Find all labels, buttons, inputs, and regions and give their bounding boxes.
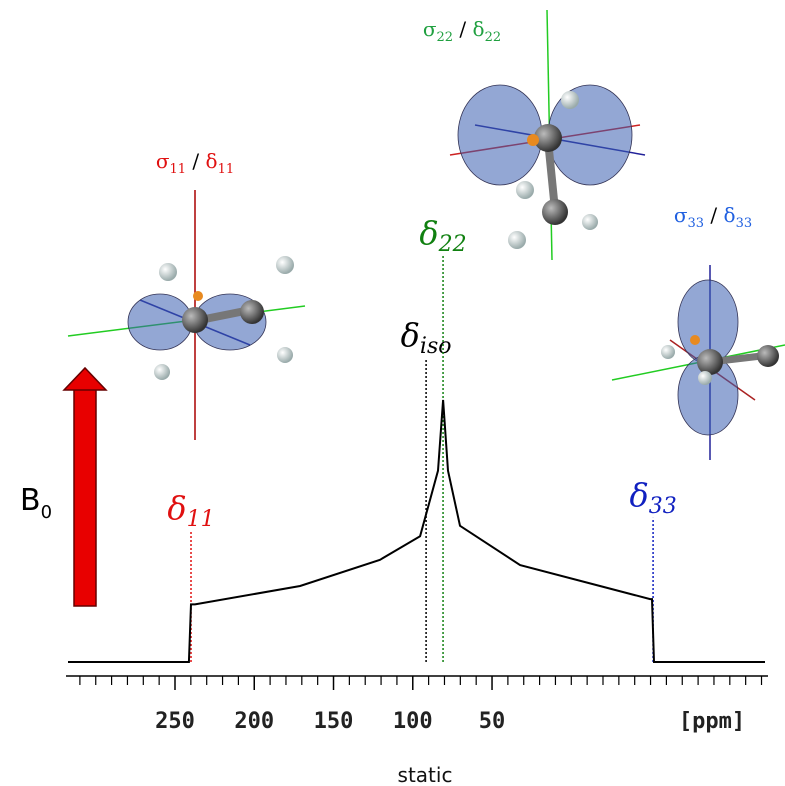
- spectrum-line: [68, 399, 765, 663]
- subscript: 22: [437, 30, 454, 45]
- marker-symbol: δ: [419, 214, 438, 252]
- marker-subscript: 11: [187, 507, 215, 532]
- marker-symbol: δ: [629, 476, 648, 514]
- field-subscript: 0: [41, 502, 52, 523]
- marker-label: δiso: [401, 316, 452, 359]
- molecule-illustration: [611, 265, 785, 460]
- marker-subscript: iso: [420, 334, 452, 359]
- marker-symbol: δ: [401, 316, 420, 354]
- x-tick-label: 200: [234, 709, 274, 734]
- sigma: σ: [423, 17, 437, 41]
- subscript: 11: [218, 162, 235, 177]
- sigma: σ: [674, 203, 688, 227]
- subscript: 33: [736, 216, 753, 231]
- delta: δ: [206, 149, 218, 173]
- marker-label: δ33: [629, 476, 676, 519]
- tensor-label: σ33 / δ33: [674, 203, 752, 231]
- marker-subscript: 33: [649, 494, 677, 519]
- marker-subscript: 22: [438, 232, 467, 257]
- marker-label: δ22: [419, 214, 466, 257]
- marker-label: δ11: [167, 489, 214, 532]
- molecule-illustration: [67, 190, 306, 440]
- separator: /: [186, 149, 205, 173]
- x-unit: [ppm]: [679, 709, 745, 734]
- subscript: 22: [485, 30, 502, 45]
- marker-symbol: δ: [167, 489, 186, 527]
- field-symbol: B: [20, 483, 41, 518]
- tensor-label: σ11 / δ11: [156, 149, 234, 177]
- x-axis-label: static: [398, 763, 453, 786]
- subscript: 11: [170, 162, 187, 177]
- subscript: 33: [688, 216, 705, 231]
- tensor-label: σ22 / δ22: [423, 17, 501, 45]
- molecule-illustration: [449, 9, 646, 261]
- separator: /: [453, 17, 472, 41]
- x-tick-label: 250: [155, 709, 195, 734]
- field-arrow: [62, 366, 108, 607]
- field-label: B0: [20, 483, 52, 523]
- x-tick-label: 50: [479, 709, 506, 734]
- x-tick-label: 150: [314, 709, 354, 734]
- sigma: σ: [156, 149, 170, 173]
- delta: δ: [473, 17, 485, 41]
- separator: /: [704, 203, 723, 227]
- x-tick-label: 100: [393, 709, 433, 734]
- delta: δ: [724, 203, 736, 227]
